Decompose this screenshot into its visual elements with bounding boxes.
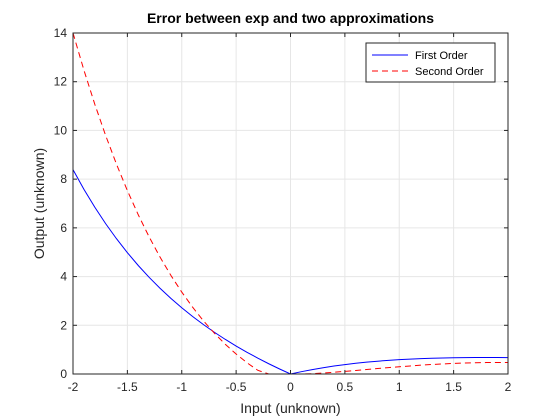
tick-labels: -2 -1.5 -1 -0.5 0 0.5 1 1.5 2 0 2 4 6 8 10 12 14 (54, 26, 512, 394)
x-tick-label: -2 (68, 380, 79, 394)
y-tick-label: 4 (60, 270, 67, 284)
legend: First Order Second Order (365, 42, 496, 83)
x-tick-label: 1 (396, 380, 403, 394)
y-tick-label: 2 (60, 318, 67, 332)
legend-label: First Order (415, 50, 468, 62)
y-tick-label: 8 (60, 172, 67, 186)
y-tick-label: 14 (54, 26, 68, 40)
x-tick-label: 2 (505, 380, 512, 394)
x-tick-label: -1.5 (117, 380, 138, 394)
y-tick-label: 0 (60, 367, 67, 381)
x-tick-label: 1.5 (445, 380, 462, 394)
ticks (72, 32, 509, 375)
chart-title: Error between exp and two approximations (147, 10, 434, 26)
x-axis-label: Input (unknown) (240, 400, 340, 416)
x-tick-label: 0 (287, 380, 294, 394)
y-tick-label: 10 (54, 123, 68, 137)
y-axis-label: Output (unknown) (31, 148, 47, 259)
x-tick-label: -0.5 (226, 380, 247, 394)
legend-label: Second Order (415, 66, 484, 78)
x-tick-label: 0.5 (337, 380, 354, 394)
x-tick-label: -1 (176, 380, 187, 394)
legend-box (365, 42, 496, 83)
y-tick-label: 6 (60, 221, 67, 235)
y-tick-label: 12 (54, 75, 68, 89)
